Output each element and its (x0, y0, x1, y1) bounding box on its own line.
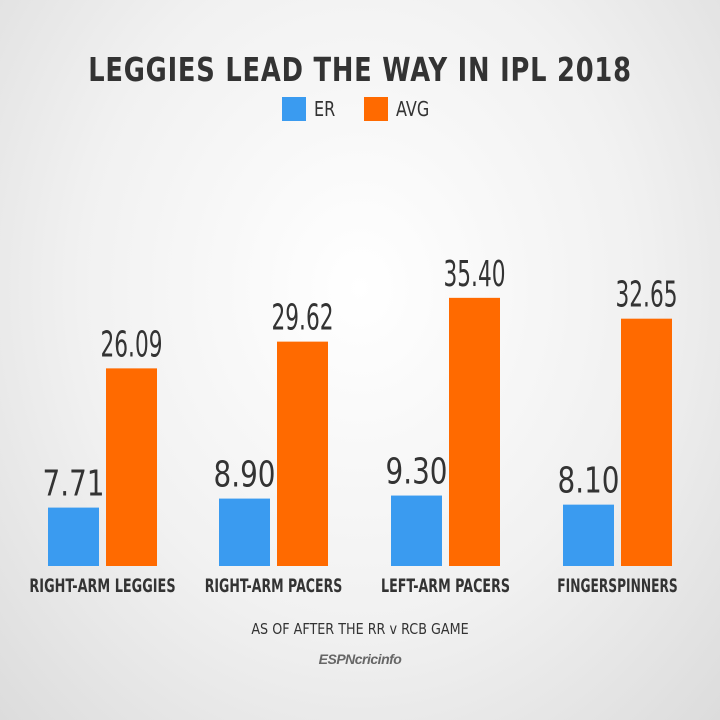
category-label-3: LEFT-ARM PACERS (381, 575, 510, 597)
category-label-4: FINGERSPINNERS (557, 575, 677, 597)
value-label-er-2: 8.90 (214, 455, 276, 496)
value-label-avg-4: 32.65 (616, 275, 678, 316)
legend-item-avg: AVG (364, 97, 438, 121)
bar-er-3 (391, 495, 442, 566)
legend-item-er: ER (281, 97, 341, 121)
bar-avg-4 (621, 318, 672, 566)
legend-swatch-er (281, 97, 306, 121)
brand-logo: ESPNcricinfo (318, 651, 402, 667)
legend: ER AVG (0, 96, 720, 122)
value-label-er-3: 9.30 (386, 452, 448, 493)
category-label-1: RIGHT-ARM LEGGIES (29, 575, 175, 597)
value-label-avg-1: 26.09 (101, 324, 163, 365)
bar-er-1 (48, 507, 99, 566)
value-label-er-1: 7.71 (43, 464, 105, 505)
legend-label-avg: AVG (396, 97, 430, 121)
bar-er-4 (563, 504, 614, 566)
bar-er-2 (219, 498, 270, 566)
chart-title: LEGGIES LEAD THE WAY IN IPL 2018 (88, 50, 632, 89)
bar-avg-2 (277, 341, 328, 566)
value-label-avg-3: 35.40 (444, 254, 506, 295)
value-label-avg-2: 29.62 (272, 298, 334, 339)
legend-label-er: ER (313, 97, 336, 121)
value-label-er-4: 8.10 (558, 461, 620, 502)
bar-avg-1 (106, 368, 157, 566)
legend-swatch-avg (364, 97, 389, 121)
bar-avg-3 (449, 297, 500, 566)
category-label-2: RIGHT-ARM PACERS (205, 575, 343, 597)
footnote: AS OF AFTER THE RR v RCB GAME (251, 620, 469, 638)
